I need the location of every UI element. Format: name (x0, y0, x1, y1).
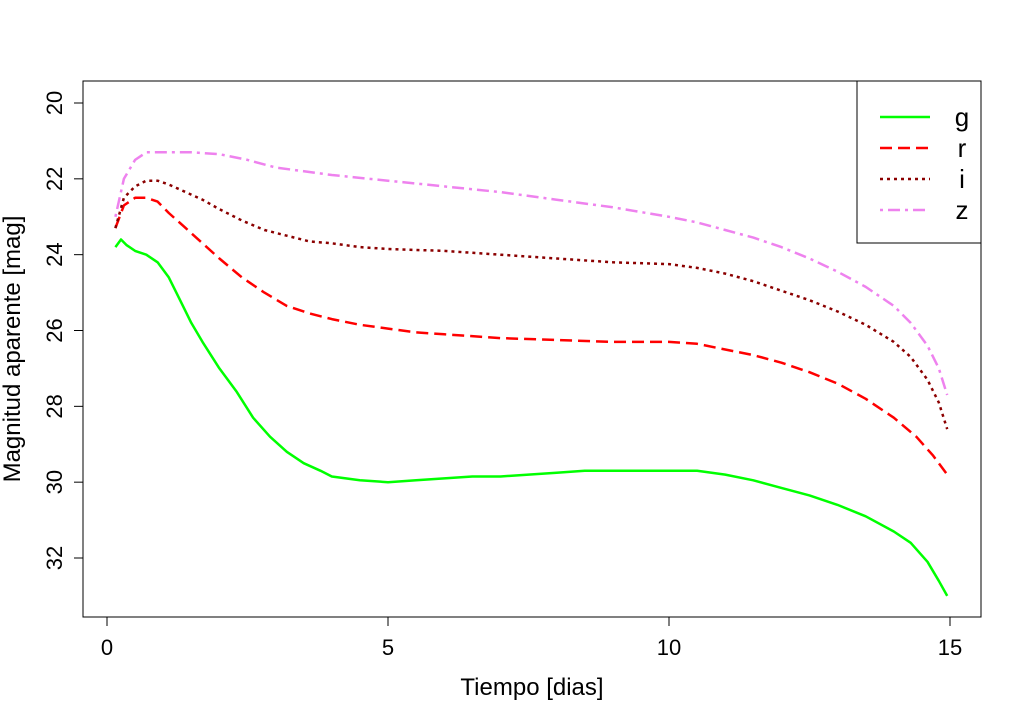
series-z-line (114, 151, 949, 396)
x-tick-label: 15 (938, 635, 962, 660)
x-tick-label: 0 (101, 635, 113, 660)
series-r-line (114, 196, 949, 476)
legend-label-z: z (956, 195, 969, 225)
series-g-line (114, 238, 949, 597)
y-tick-label: 30 (42, 470, 67, 494)
y-tick-label: 32 (42, 546, 67, 570)
y-axis: 20 22 24 26 28 30 32 (42, 91, 84, 570)
series-i-line (114, 179, 949, 430)
legend-label-r: r (958, 133, 967, 163)
y-axis-title: Magnitud aparente [mag] (0, 216, 26, 483)
y-tick-label: 26 (42, 318, 67, 342)
x-axis: 0 5 10 15 (101, 616, 962, 660)
x-tick-label: 5 (382, 635, 394, 660)
y-tick-label: 28 (42, 394, 67, 418)
legend-box (856, 80, 982, 244)
legend-label-g: g (955, 102, 969, 132)
y-tick-label: 24 (42, 242, 67, 266)
y-tick-label: 22 (42, 167, 67, 191)
x-axis-title: Tiempo [dias] (460, 674, 603, 701)
x-tick-label: 10 (657, 635, 681, 660)
legend-label-i: i (959, 164, 965, 194)
y-tick-label: 20 (42, 91, 67, 115)
series-layer (114, 151, 949, 597)
plot-frame (82, 80, 982, 618)
